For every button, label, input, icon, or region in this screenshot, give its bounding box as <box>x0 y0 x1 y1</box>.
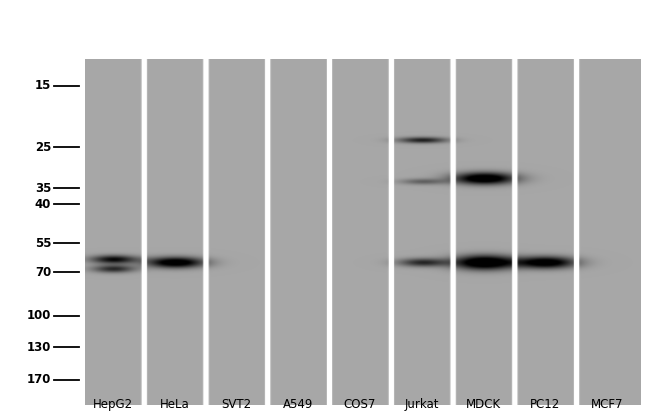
Text: HeLa: HeLa <box>160 398 189 410</box>
Text: 70: 70 <box>35 266 51 279</box>
Text: MDCK: MDCK <box>466 398 501 410</box>
Text: COS7: COS7 <box>344 398 376 410</box>
Text: SVT2: SVT2 <box>221 398 252 410</box>
Text: 40: 40 <box>35 198 51 211</box>
Text: HepG2: HepG2 <box>93 398 133 410</box>
Text: 35: 35 <box>35 182 51 195</box>
Text: A549: A549 <box>283 398 313 410</box>
Text: 100: 100 <box>27 309 51 322</box>
Text: 15: 15 <box>35 79 51 92</box>
Text: MCF7: MCF7 <box>591 398 623 410</box>
Text: 25: 25 <box>35 141 51 154</box>
Text: Jurkat: Jurkat <box>404 398 439 410</box>
Text: 170: 170 <box>27 373 51 386</box>
Text: 130: 130 <box>27 341 51 354</box>
Text: PC12: PC12 <box>530 398 560 410</box>
Text: 55: 55 <box>34 237 51 250</box>
